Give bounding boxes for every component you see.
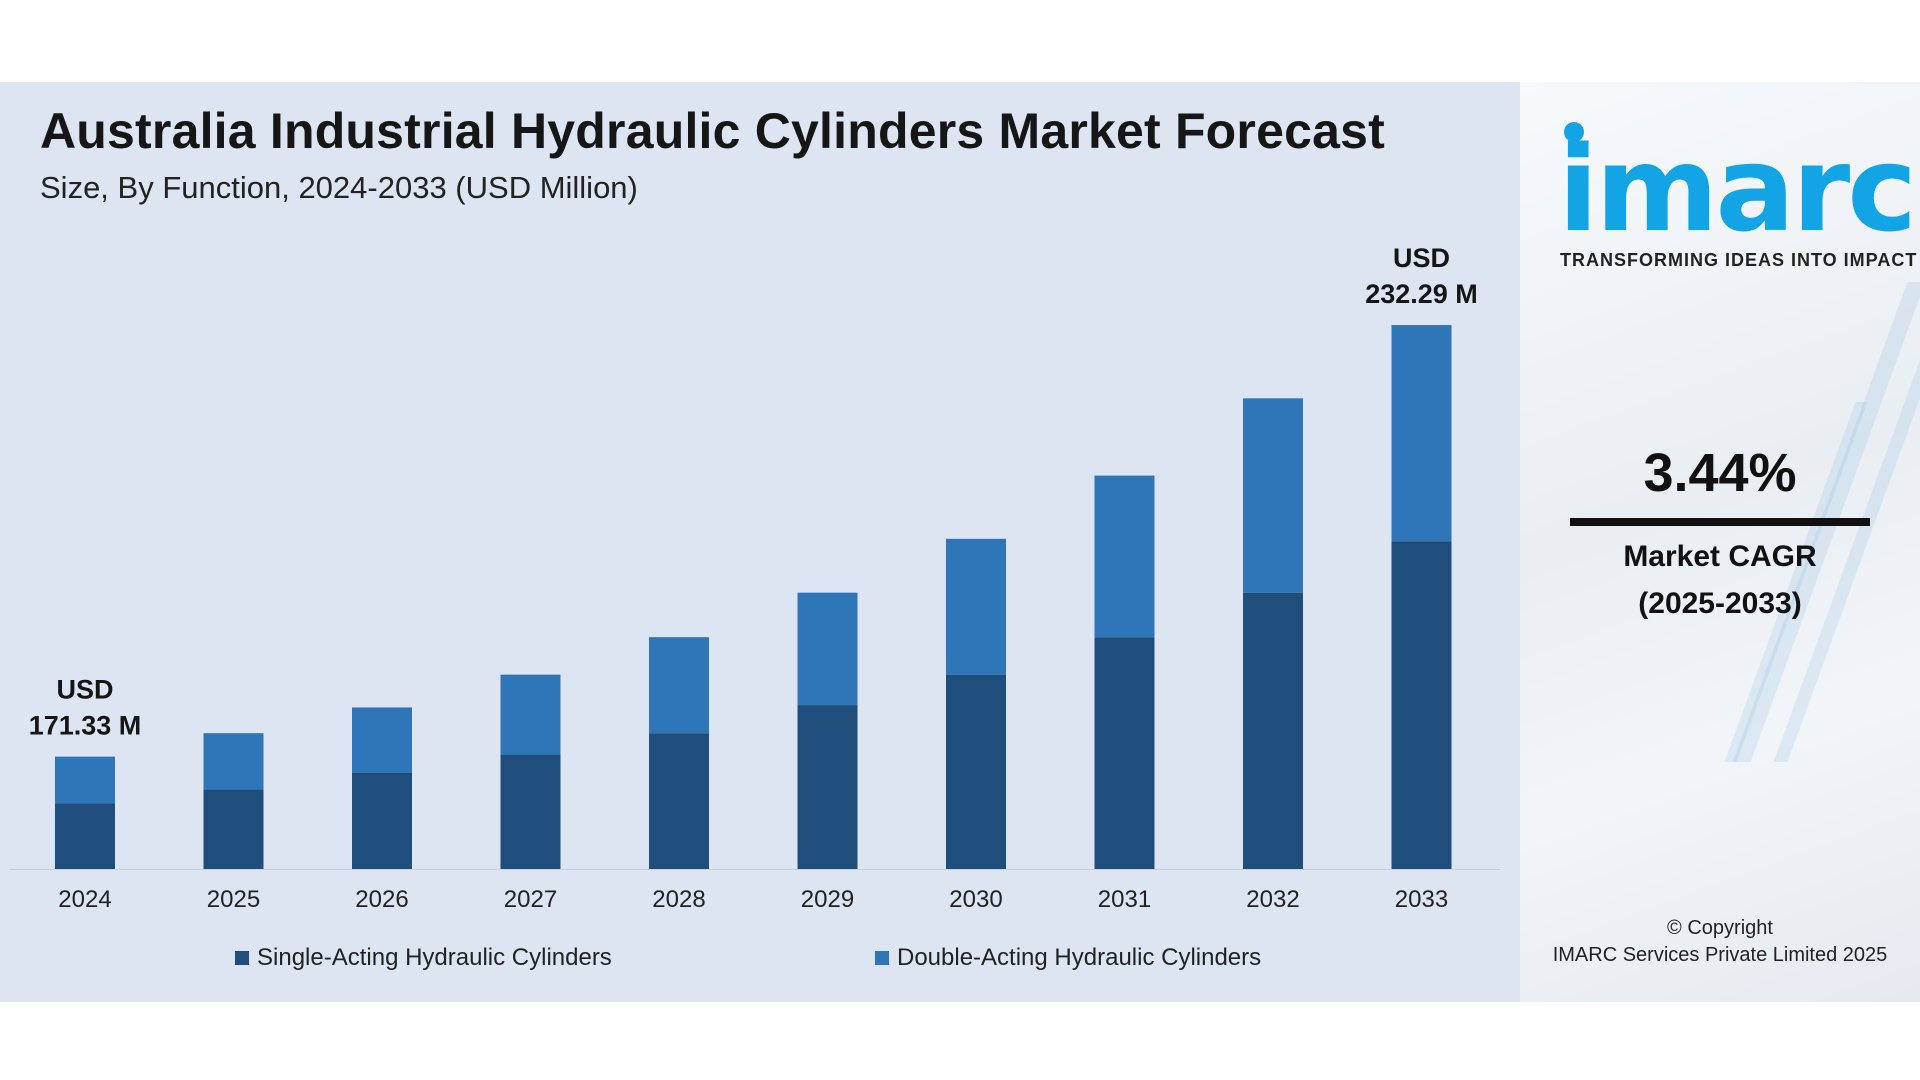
chart-plot: 2024 2025 2026 2027 2028 2029 2030 2031 2032 2033…: [10, 243, 1500, 913]
chart-legend: Single-Acting Hydraulic Cylinders Double…: [0, 944, 1520, 984]
bar-2031-double-acting: [1094, 475, 1155, 638]
company-name: IMARC Services Private Limited 2025: [1552, 944, 1888, 966]
legend-swatch-double-acting: [875, 951, 889, 965]
bar-2032-single-acting: [1243, 592, 1303, 869]
bar-2033-single-acting: [1391, 541, 1452, 869]
legend-swatch-single-acting: [235, 951, 249, 965]
bar-2029-double-acting: [797, 592, 858, 706]
cagr-label: Market CAGR: [1623, 540, 1817, 573]
bar-2025-double-acting: [203, 733, 264, 790]
x-tick-label-2025: 2025: [207, 886, 260, 913]
value-label-2033-line1: USD: [1393, 243, 1450, 273]
x-tick-label-2024: 2024: [58, 886, 111, 913]
x-tick-label-2033: 2033: [1395, 886, 1448, 913]
imarc-logo: imarc TRANSFORMING IDEAS INTO IMPACT: [1540, 100, 1917, 270]
x-tick-label-2026: 2026: [355, 886, 408, 913]
copyright-notice: © Copyright: [1667, 917, 1773, 939]
side-panel: imarc TRANSFORMING IDEAS INTO IMPACT 3.4…: [1520, 82, 1920, 1002]
x-tick-label-2030: 2030: [949, 886, 1002, 913]
bar-2029-single-acting: [797, 705, 858, 869]
bar-2030-single-acting: [946, 674, 1006, 869]
legend-item-double-acting: Double-Acting Hydraulic Cylinders: [875, 944, 1261, 972]
cagr-divider: [1570, 518, 1870, 526]
legend-item-single-acting: Single-Acting Hydraulic Cylinders: [235, 944, 612, 972]
x-tick-label-2032: 2032: [1246, 886, 1299, 913]
bar-2031-single-acting: [1094, 637, 1155, 869]
chart-panel: Australia Industrial Hydraulic Cylinders…: [0, 82, 1520, 1002]
bar-2032-double-acting: [1243, 398, 1303, 593]
cagr-value: 3.44%: [1643, 443, 1797, 503]
x-tick-label-2029: 2029: [801, 886, 854, 913]
logo-dot: [1564, 122, 1584, 142]
logo-tagline: TRANSFORMING IDEAS INTO IMPACT: [1560, 250, 1918, 270]
value-label-2033-line2: 232.29 M: [1365, 279, 1478, 309]
value-label-2024-line1: USD: [56, 675, 113, 705]
legend-label-single-acting: Single-Acting Hydraulic Cylinders: [257, 944, 612, 971]
bar-2024-single-acting: [55, 803, 115, 869]
x-tick-label-2031: 2031: [1098, 886, 1151, 913]
bar-2028-single-acting: [649, 733, 709, 869]
infographic-card: Australia Industrial Hydraulic Cylinders…: [0, 82, 1920, 1002]
bar-2028-double-acting: [649, 637, 709, 734]
x-tick-label-2028: 2028: [652, 886, 705, 913]
x-tick-label-2027: 2027: [504, 886, 557, 913]
bar-2026-single-acting: [352, 772, 412, 869]
bar-2024-double-acting: [55, 756, 115, 804]
bar-2027-double-acting: [500, 674, 561, 755]
legend-label-double-acting: Double-Acting Hydraulic Cylinders: [897, 944, 1262, 971]
bar-2033-double-acting: [1391, 325, 1452, 542]
bar-2030-double-acting: [946, 538, 1006, 675]
cagr-period: (2025-2033): [1638, 587, 1802, 620]
bar-2026-double-acting: [352, 707, 412, 773]
bar-2025-single-acting: [203, 789, 264, 869]
bar-2027-single-acting: [500, 754, 561, 869]
value-label-2024-line2: 171.33 M: [29, 711, 142, 741]
logo-wordmark: imarc: [1558, 120, 1917, 258]
chart-title: Australia Industrial Hydraulic Cylinders…: [40, 103, 1385, 159]
chart-subtitle: Size, By Function, 2024-2033 (USD Millio…: [40, 170, 638, 205]
